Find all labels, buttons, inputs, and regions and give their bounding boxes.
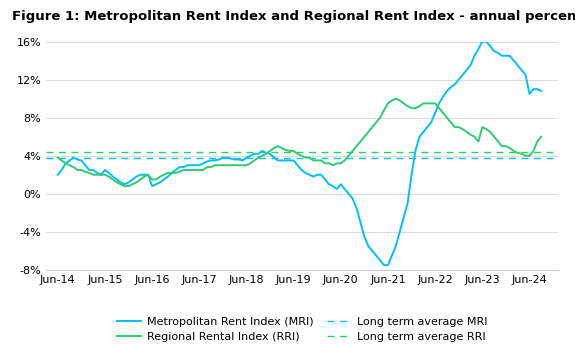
Regional Rental Index (RRI) [200, 168, 206, 172]
Metropolitan Rent Index (MRI) [58, 168, 65, 172]
Regional Rental Index (RRI) [270, 146, 277, 150]
Metropolitan Rent Index (MRI) [86, 168, 93, 172]
Regional Rental Index (RRI) [58, 158, 65, 163]
Metropolitan Rent Index (MRI) [381, 263, 388, 267]
Regional Rental Index (RRI) [149, 177, 156, 182]
Metropolitan Rent Index (MRI) [538, 89, 545, 93]
Regional Rental Index (RRI) [338, 161, 344, 165]
Line: Metropolitan Rent Index (MRI): Metropolitan Rent Index (MRI) [58, 42, 541, 265]
Line: Regional Rental Index (RRI): Regional Rental Index (RRI) [58, 99, 541, 186]
Metropolitan Rent Index (MRI) [196, 163, 203, 167]
Regional Rental Index (RRI) [55, 156, 62, 160]
Metropolitan Rent Index (MRI) [267, 152, 274, 156]
Metropolitan Rent Index (MRI) [145, 173, 152, 177]
Text: Figure 1: Metropolitan Rent Index and Regional Rent Index - annual percentage ch: Figure 1: Metropolitan Rent Index and Re… [12, 10, 575, 24]
Metropolitan Rent Index (MRI) [334, 187, 340, 191]
Regional Rental Index (RRI) [538, 135, 545, 139]
Legend: Metropolitan Rent Index (MRI), Regional Rental Index (RRI), Long term average MR: Metropolitan Rent Index (MRI), Regional … [117, 317, 487, 342]
Regional Rental Index (RRI) [121, 184, 128, 188]
Regional Rental Index (RRI) [86, 171, 93, 175]
Regional Rental Index (RRI) [392, 97, 399, 101]
Metropolitan Rent Index (MRI) [55, 173, 62, 177]
Metropolitan Rent Index (MRI) [479, 39, 486, 44]
